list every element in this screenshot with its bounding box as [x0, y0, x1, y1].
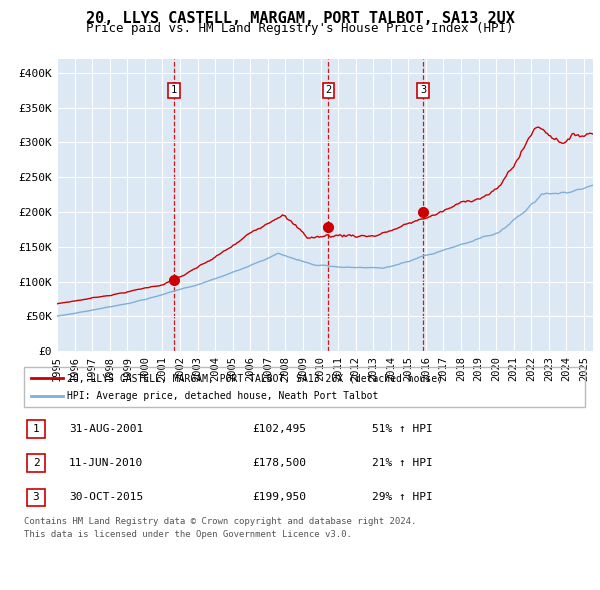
Text: 2: 2 [32, 458, 40, 468]
Text: £178,500: £178,500 [252, 458, 306, 468]
Text: HPI: Average price, detached house, Neath Port Talbot: HPI: Average price, detached house, Neat… [67, 391, 379, 401]
Text: Contains HM Land Registry data © Crown copyright and database right 2024.
This d: Contains HM Land Registry data © Crown c… [24, 517, 416, 539]
Text: 1: 1 [171, 86, 177, 96]
Text: 3: 3 [420, 86, 426, 96]
Text: 31-AUG-2001: 31-AUG-2001 [69, 424, 143, 434]
Text: 21% ↑ HPI: 21% ↑ HPI [372, 458, 433, 468]
Text: 20, LLYS CASTELL, MARGAM, PORT TALBOT, SA13 2UX: 20, LLYS CASTELL, MARGAM, PORT TALBOT, S… [86, 11, 514, 25]
Text: Price paid vs. HM Land Registry's House Price Index (HPI): Price paid vs. HM Land Registry's House … [86, 22, 514, 35]
Text: 30-OCT-2015: 30-OCT-2015 [69, 493, 143, 502]
Text: 51% ↑ HPI: 51% ↑ HPI [372, 424, 433, 434]
Text: 11-JUN-2010: 11-JUN-2010 [69, 458, 143, 468]
Text: 29% ↑ HPI: 29% ↑ HPI [372, 493, 433, 502]
Text: 3: 3 [32, 493, 40, 502]
Text: £102,495: £102,495 [252, 424, 306, 434]
Text: 2: 2 [325, 86, 331, 96]
Text: 1: 1 [32, 424, 40, 434]
Text: £199,950: £199,950 [252, 493, 306, 502]
Text: 20, LLYS CASTELL, MARGAM, PORT TALBOT, SA13 2UX (detached house): 20, LLYS CASTELL, MARGAM, PORT TALBOT, S… [67, 373, 443, 384]
